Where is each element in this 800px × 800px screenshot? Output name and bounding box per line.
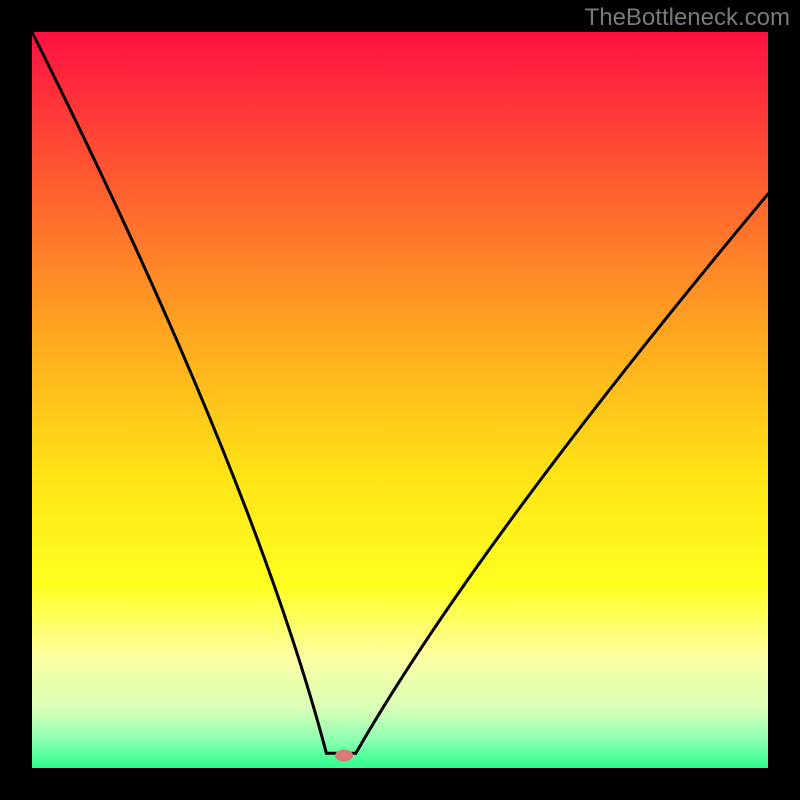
plot-area bbox=[32, 32, 768, 768]
gradient-background bbox=[32, 32, 768, 768]
watermark-text: TheBottleneck.com bbox=[585, 4, 790, 32]
chart-svg bbox=[32, 32, 768, 768]
chart-frame: TheBottleneck.com bbox=[0, 0, 800, 800]
optimal-point-marker bbox=[335, 749, 353, 761]
